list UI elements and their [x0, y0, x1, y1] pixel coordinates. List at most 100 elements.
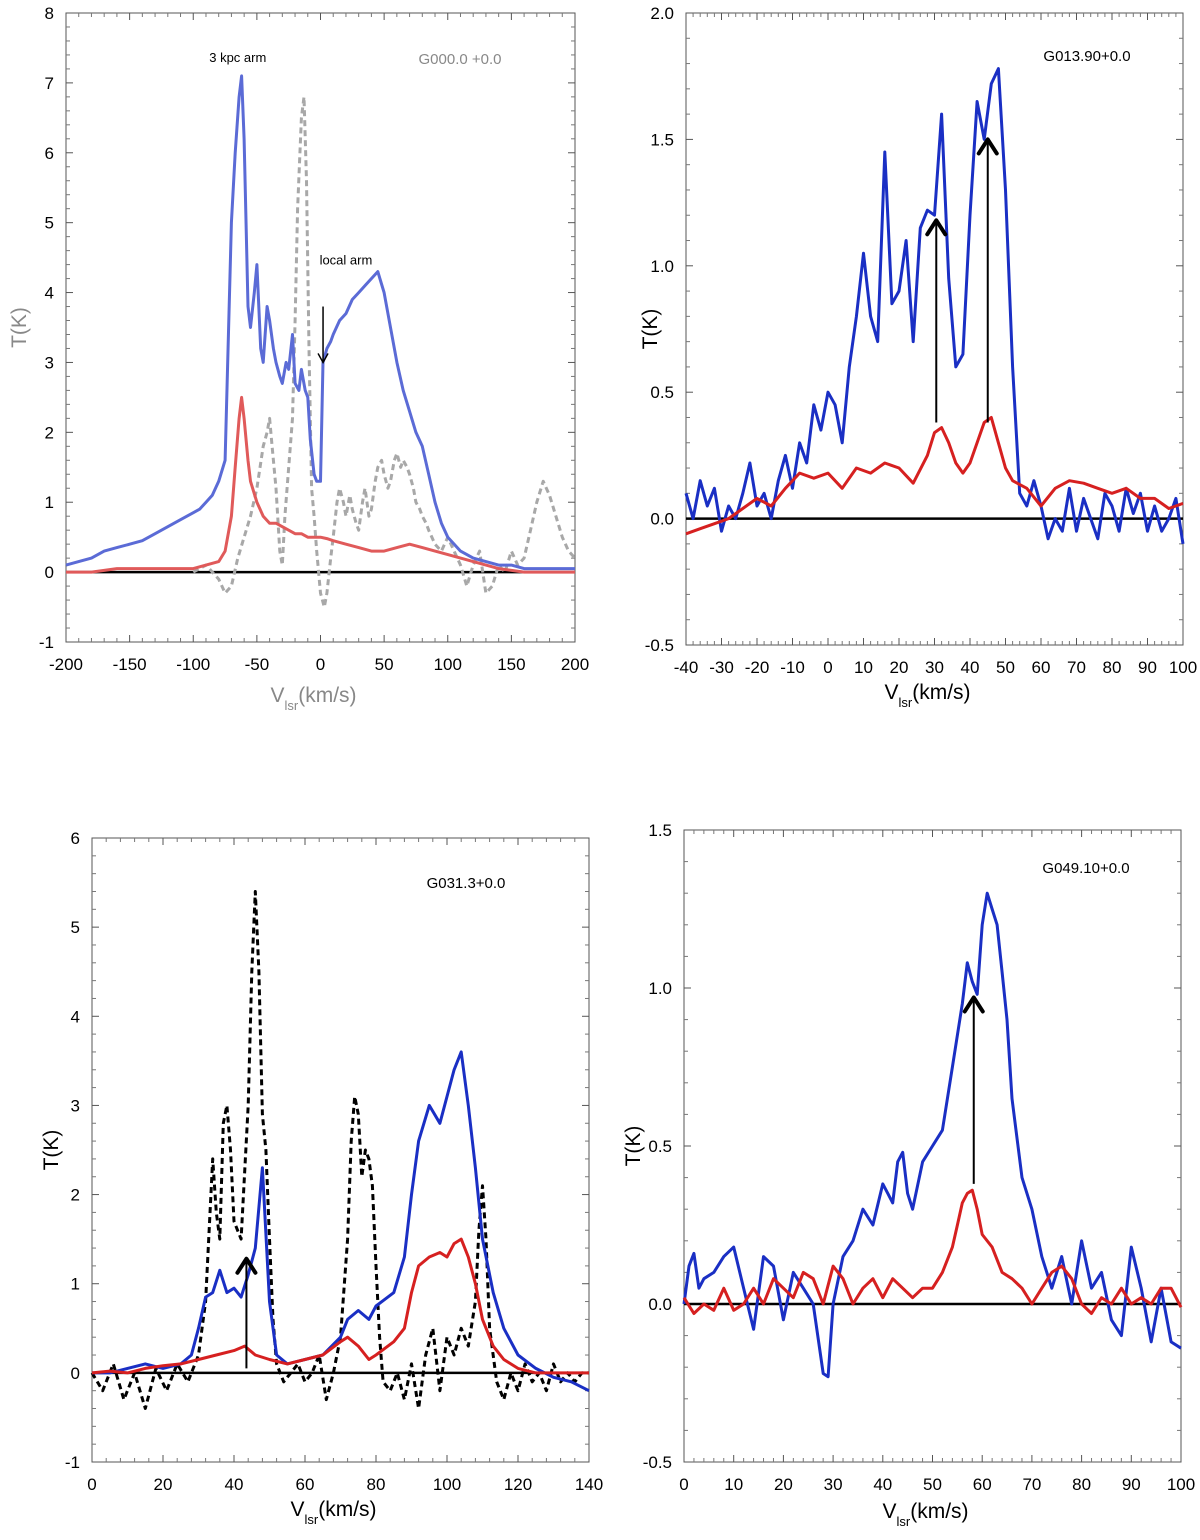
y-tick-label: 5	[71, 918, 80, 937]
y-tick-label: 6	[45, 144, 54, 163]
y-tick-label: 0.0	[650, 510, 674, 529]
y-tick-label: 6	[71, 829, 80, 848]
x-axis-label: Vlsr(km/s)	[271, 684, 357, 713]
y-tick-label: 4	[45, 284, 54, 303]
x-tick-label: 100	[1169, 658, 1197, 677]
x-tick-label: 50	[375, 655, 394, 674]
x-tick-label: 30	[925, 658, 944, 677]
series-red	[685, 416, 1184, 536]
x-tick-label: 0	[87, 1475, 96, 1494]
series-blue	[684, 67, 1185, 545]
x-tick-label: 50	[923, 1475, 942, 1494]
y-tick-label: 2.0	[650, 4, 674, 23]
y-tick-label: 1.0	[648, 979, 672, 998]
x-tick-label: 10	[724, 1475, 743, 1494]
x-tick-label: 0	[316, 655, 325, 674]
panel-title: G031.3+0.0	[427, 875, 506, 892]
y-tick-label: 1.5	[650, 130, 674, 149]
x-tick-label: 150	[497, 655, 525, 674]
x-tick-label: -40	[674, 658, 699, 677]
y-tick-label: 5	[45, 214, 54, 233]
annotation-label: local arm	[320, 253, 373, 268]
x-tick-label: 100	[434, 655, 462, 674]
y-tick-label: -0.5	[645, 636, 674, 655]
x-tick-label: 100	[433, 1475, 461, 1494]
annotation-arrow-head	[317, 353, 329, 364]
x-tick-label: -30	[709, 658, 734, 677]
y-tick-label: 2	[45, 423, 54, 442]
series-red	[91, 1237, 589, 1375]
x-tick-label: 50	[996, 658, 1015, 677]
x-tick-label: 100	[1167, 1475, 1195, 1494]
x-tick-label: -100	[176, 655, 210, 674]
y-tick-label: -0.5	[643, 1453, 672, 1472]
y-tick-label: 0.0	[648, 1295, 672, 1314]
x-tick-label: -200	[49, 655, 83, 674]
x-tick-label: 60	[296, 1475, 315, 1494]
x-axis-label: Vlsr(km/s)	[883, 1500, 969, 1529]
y-tick-label: 3	[71, 1096, 80, 1115]
panel-title: G049.10+0.0	[1042, 860, 1129, 877]
arrow-head	[925, 218, 948, 237]
series-blue	[682, 891, 1182, 1379]
panel-g000: -200 -150 -100 -50 0 50 100 150 200 -1 0 1 2 3 4 5 6 7 8 3 …	[8, 4, 589, 713]
y-tick-label: 8	[45, 4, 54, 23]
x-tick-label: -50	[245, 655, 270, 674]
y-tick-label: 1.0	[650, 257, 674, 276]
plot-frame	[91, 837, 590, 1463]
x-tick-label: 90	[1138, 658, 1157, 677]
x-tick-label: 200	[561, 655, 589, 674]
series-gray	[192, 95, 577, 609]
x-tick-label: 60	[973, 1475, 992, 1494]
y-tick-label: 2	[71, 1186, 80, 1205]
x-tick-label: 0	[823, 658, 832, 677]
y-tick-label: -1	[65, 1453, 80, 1472]
series-blue	[65, 74, 575, 571]
plot-frame	[685, 12, 1184, 646]
x-tick-label: 30	[824, 1475, 843, 1494]
x-tick-label: 0	[679, 1475, 688, 1494]
x-tick-label: 80	[1072, 1475, 1091, 1494]
panel-g049: 0 10 20 30 40 50 60 70 80 90 100 -0.5 0.0 0.5 1.0 1.5 G0…	[622, 821, 1195, 1529]
y-tick-label: 3	[45, 353, 54, 372]
x-tick-label: 40	[225, 1475, 244, 1494]
y-tick-label: 1.5	[648, 821, 672, 840]
y-axis-label: T(K)	[40, 1130, 63, 1171]
x-tick-label: 70	[1067, 658, 1086, 677]
series-red	[682, 1188, 1183, 1315]
x-tick-label: 80	[1103, 658, 1122, 677]
y-axis-label: T(K)	[622, 1126, 645, 1167]
x-tick-label: 40	[961, 658, 980, 677]
x-axis-label: Vlsr(km/s)	[291, 1498, 377, 1527]
y-tick-label: -1	[39, 633, 54, 652]
series-blue	[92, 1050, 590, 1393]
panel-title: G000.0 +0.0	[419, 51, 502, 68]
x-tick-label: 120	[504, 1475, 532, 1494]
arrow-head	[962, 995, 985, 1014]
arrow-head	[235, 1256, 258, 1275]
panel-g013: -40 -30 -20 -10 0 10 20 30 40 50 60 70 80 90 100 -0.5 0.…	[639, 4, 1197, 710]
x-tick-label: 20	[890, 658, 909, 677]
y-tick-label: 0	[45, 563, 54, 582]
x-tick-label: -20	[745, 658, 770, 677]
x-tick-label: -150	[113, 655, 147, 674]
x-tick-label: 40	[873, 1475, 892, 1494]
plot-frame	[65, 12, 576, 643]
x-tick-label: 20	[774, 1475, 793, 1494]
x-tick-label: 70	[1022, 1475, 1041, 1494]
y-tick-label: 1	[71, 1275, 80, 1294]
panel-g031: 0 20 40 60 80 100 120 140 -1 0 1 2 3 4 5 6 G031.3+0.0 T(K…	[40, 829, 603, 1527]
x-axis-label: Vlsr(km/s)	[885, 681, 971, 710]
x-tick-label: 80	[367, 1475, 386, 1494]
x-tick-label: 90	[1122, 1475, 1141, 1494]
y-tick-label: 0	[71, 1364, 80, 1383]
x-tick-label: 140	[575, 1475, 603, 1494]
x-tick-label: 10	[854, 658, 873, 677]
series-black	[90, 890, 589, 1410]
x-tick-label: 60	[1032, 658, 1051, 677]
panel-title: G013.90+0.0	[1043, 48, 1130, 65]
arrow-head	[976, 137, 999, 156]
annotation-label: 3 kpc arm	[209, 50, 266, 65]
x-tick-label: 20	[154, 1475, 173, 1494]
